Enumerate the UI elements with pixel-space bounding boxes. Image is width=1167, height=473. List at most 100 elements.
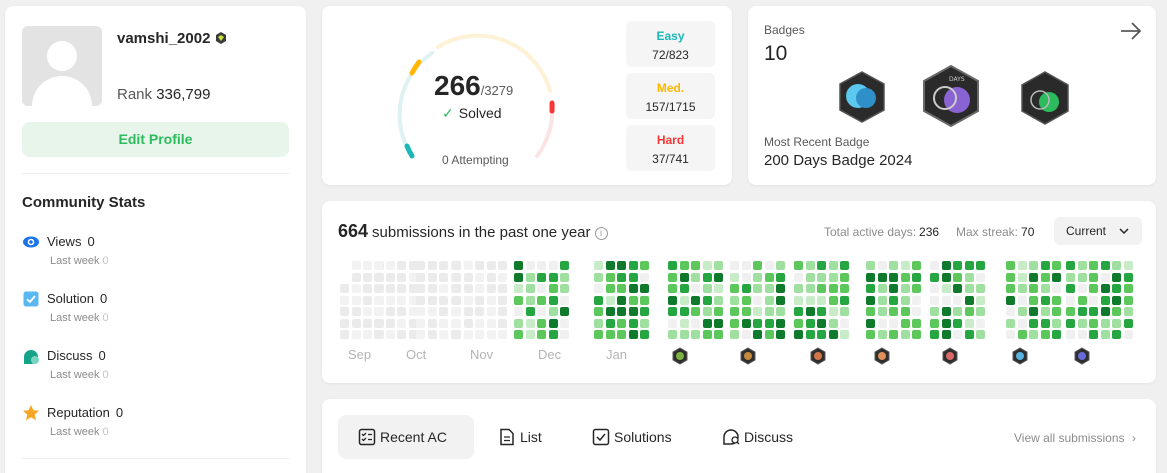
- heatmap-cell[interactable]: [340, 330, 349, 339]
- heatmap-cell[interactable]: [930, 295, 939, 305]
- heatmap-cell[interactable]: [930, 272, 939, 282]
- heatmap-cell[interactable]: [640, 330, 649, 339]
- heatmap-cell[interactable]: [1100, 284, 1110, 293]
- heatmap-cell[interactable]: [397, 272, 406, 282]
- heatmap-cell[interactable]: [976, 330, 985, 339]
- heatmap-cell[interactable]: [374, 330, 383, 339]
- heatmap-cell[interactable]: [498, 330, 507, 339]
- difficulty-easy[interactable]: Easy 72/823: [626, 21, 715, 67]
- heatmap-cell[interactable]: [953, 295, 962, 305]
- heatmap-cell[interactable]: [941, 307, 951, 316]
- heatmap-cell[interactable]: [560, 318, 569, 328]
- monthly-badge-icon[interactable]: [1012, 347, 1028, 365]
- heatmap-cell[interactable]: [1040, 307, 1050, 316]
- heatmap-cell[interactable]: [679, 261, 689, 270]
- heatmap-cell[interactable]: [912, 318, 921, 328]
- heatmap-cell[interactable]: [548, 318, 558, 328]
- heatmap-cell[interactable]: [408, 261, 418, 270]
- heatmap-cell[interactable]: [498, 295, 507, 305]
- heatmap-cell[interactable]: [537, 284, 546, 293]
- heatmap-cell[interactable]: [351, 330, 361, 339]
- heatmap-cell[interactable]: [463, 318, 473, 328]
- heatmap-cell[interactable]: [514, 284, 523, 293]
- heatmap-cell[interactable]: [486, 330, 496, 339]
- heatmap-cell[interactable]: [351, 307, 361, 316]
- heatmap-cell[interactable]: [594, 330, 603, 339]
- heatmap-cell[interactable]: [964, 330, 974, 339]
- heatmap-cell[interactable]: [486, 284, 496, 293]
- heatmap-cell[interactable]: [930, 284, 939, 293]
- heatmap-cell[interactable]: [714, 272, 723, 282]
- heatmap-cell[interactable]: [1006, 261, 1015, 270]
- heatmap-cell[interactable]: [976, 272, 985, 282]
- heatmap-cell[interactable]: [776, 272, 785, 282]
- heatmap-cell[interactable]: [840, 330, 849, 339]
- heatmap-cell[interactable]: [537, 318, 546, 328]
- heatmap-cell[interactable]: [1052, 318, 1061, 328]
- heatmap-cell[interactable]: [941, 272, 951, 282]
- heatmap-cell[interactable]: [953, 307, 962, 316]
- heatmap-cell[interactable]: [548, 307, 558, 316]
- heatmap-cell[interactable]: [640, 284, 649, 293]
- heatmap-cell[interactable]: [1100, 307, 1110, 316]
- heatmap-cell[interactable]: [702, 307, 712, 316]
- heatmap-cell[interactable]: [691, 261, 700, 270]
- heatmap-cell[interactable]: [953, 318, 962, 328]
- badge-200-days-icon[interactable]: DAYS: [919, 64, 983, 128]
- heatmap-cell[interactable]: [525, 307, 535, 316]
- heatmap-cell[interactable]: [976, 307, 985, 316]
- heatmap-cell[interactable]: [514, 261, 523, 270]
- heatmap-cell[interactable]: [605, 261, 615, 270]
- heatmap-cell[interactable]: [840, 307, 849, 316]
- heatmap-cell[interactable]: [828, 295, 838, 305]
- heatmap-cell[interactable]: [408, 330, 418, 339]
- heatmap-cell[interactable]: [817, 307, 826, 316]
- heatmap-cell[interactable]: [408, 272, 418, 282]
- heatmap-cell[interactable]: [525, 272, 535, 282]
- heatmap-cell[interactable]: [776, 330, 785, 339]
- heatmap-cell[interactable]: [794, 330, 803, 339]
- heatmap-cell[interactable]: [866, 295, 875, 305]
- heatmap-cell[interactable]: [953, 272, 962, 282]
- heatmap-cell[interactable]: [900, 318, 910, 328]
- heatmap-cell[interactable]: [628, 295, 638, 305]
- heatmap-cell[interactable]: [439, 261, 448, 270]
- heatmap-cell[interactable]: [385, 284, 395, 293]
- heatmap-cell[interactable]: [628, 272, 638, 282]
- heatmap-cell[interactable]: [617, 330, 626, 339]
- heatmap-cell[interactable]: [976, 284, 985, 293]
- heatmap-cell[interactable]: [628, 330, 638, 339]
- heatmap-cell[interactable]: [1052, 330, 1061, 339]
- heatmap-cell[interactable]: [953, 261, 962, 270]
- heatmap-cell[interactable]: [1066, 318, 1075, 328]
- heatmap-cell[interactable]: [964, 272, 974, 282]
- heatmap-cell[interactable]: [714, 318, 723, 328]
- heatmap-cell[interactable]: [548, 261, 558, 270]
- heatmap-cell[interactable]: [617, 284, 626, 293]
- user-badge-icon[interactable]: [216, 32, 226, 44]
- heatmap-cell[interactable]: [1123, 330, 1133, 339]
- heatmap-cell[interactable]: [1112, 307, 1121, 316]
- heatmap-cell[interactable]: [912, 307, 921, 316]
- heatmap-cell[interactable]: [363, 318, 372, 328]
- heatmap-cell[interactable]: [776, 307, 785, 316]
- heatmap-cell[interactable]: [385, 307, 395, 316]
- heatmap-cell[interactable]: [351, 295, 361, 305]
- heatmap-cell[interactable]: [617, 272, 626, 282]
- avatar[interactable]: [22, 26, 102, 106]
- heatmap-cell[interactable]: [730, 261, 739, 270]
- info-icon[interactable]: i: [594, 227, 608, 240]
- heatmap-cell[interactable]: [964, 261, 974, 270]
- heatmap-cell[interactable]: [463, 284, 473, 293]
- heatmap-cell[interactable]: [498, 272, 507, 282]
- heatmap-cell[interactable]: [408, 284, 418, 293]
- heatmap-cell[interactable]: [753, 284, 762, 293]
- heatmap-cell[interactable]: [439, 307, 448, 316]
- heatmap-cell[interactable]: [702, 330, 712, 339]
- heatmap-cell[interactable]: [1052, 272, 1061, 282]
- heatmap-cell[interactable]: [691, 295, 700, 305]
- heatmap-cell[interactable]: [537, 330, 546, 339]
- heatmap-cell[interactable]: [753, 272, 762, 282]
- heatmap-cell[interactable]: [640, 307, 649, 316]
- heatmap-cell[interactable]: [691, 318, 700, 328]
